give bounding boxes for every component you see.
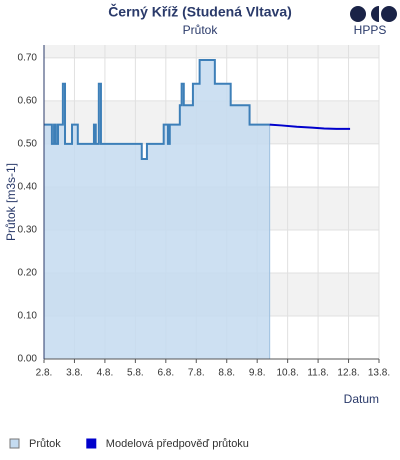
y-tick-label: 0.60	[18, 96, 38, 107]
line	[44, 59, 270, 160]
x-tick-label: 11.8.	[307, 368, 329, 379]
legend-item: Modelová předpověď průtoku	[86, 438, 249, 450]
y-tick-label: 0.30	[18, 225, 38, 236]
y-tick-label: 0.20	[18, 268, 38, 279]
y-tick-label: 0.10	[18, 311, 38, 322]
chart-subtitle: Průtok	[183, 23, 219, 37]
y-tick-label: 0.50	[18, 139, 38, 150]
plot-band	[44, 45, 379, 58]
legend-swatch	[86, 438, 97, 449]
x-tick-label: 10.8.	[277, 368, 299, 379]
legend-item: Průtok	[9, 438, 61, 450]
logo: HPPS	[350, 6, 397, 37]
x-tick-label: 12.8.	[337, 368, 359, 379]
y-tick-label: 0.00	[18, 354, 38, 365]
legend-label: Průtok	[29, 438, 61, 450]
y-axis-label: Průtok [m3s-1]	[4, 163, 18, 241]
chart-title: Černý Kříž (Studená Vltava)	[108, 3, 292, 20]
x-tick-label: 6.8.	[157, 368, 174, 379]
x-tick-label: 7.8.	[188, 368, 205, 379]
logo-text: HPPS	[354, 23, 387, 37]
x-tick-label: 8.8.	[218, 368, 235, 379]
line	[269, 123, 351, 130]
x-axis-label: Datum	[344, 392, 379, 406]
x-tick-label: 5.8.	[127, 368, 144, 379]
x-tick-label: 13.8.	[368, 368, 390, 379]
x-tick-label: 3.8.	[66, 368, 83, 379]
legend-swatch	[9, 438, 20, 449]
x-tick-label: 4.8.	[97, 368, 114, 379]
x-tick-label: 9.8.	[249, 368, 266, 379]
legend-label: Modelová předpověď průtoku	[106, 438, 249, 450]
y-tick-label: 0.40	[18, 182, 38, 193]
x-tick-label: 2.8.	[36, 368, 53, 379]
y-tick-label: 0.70	[18, 53, 38, 64]
